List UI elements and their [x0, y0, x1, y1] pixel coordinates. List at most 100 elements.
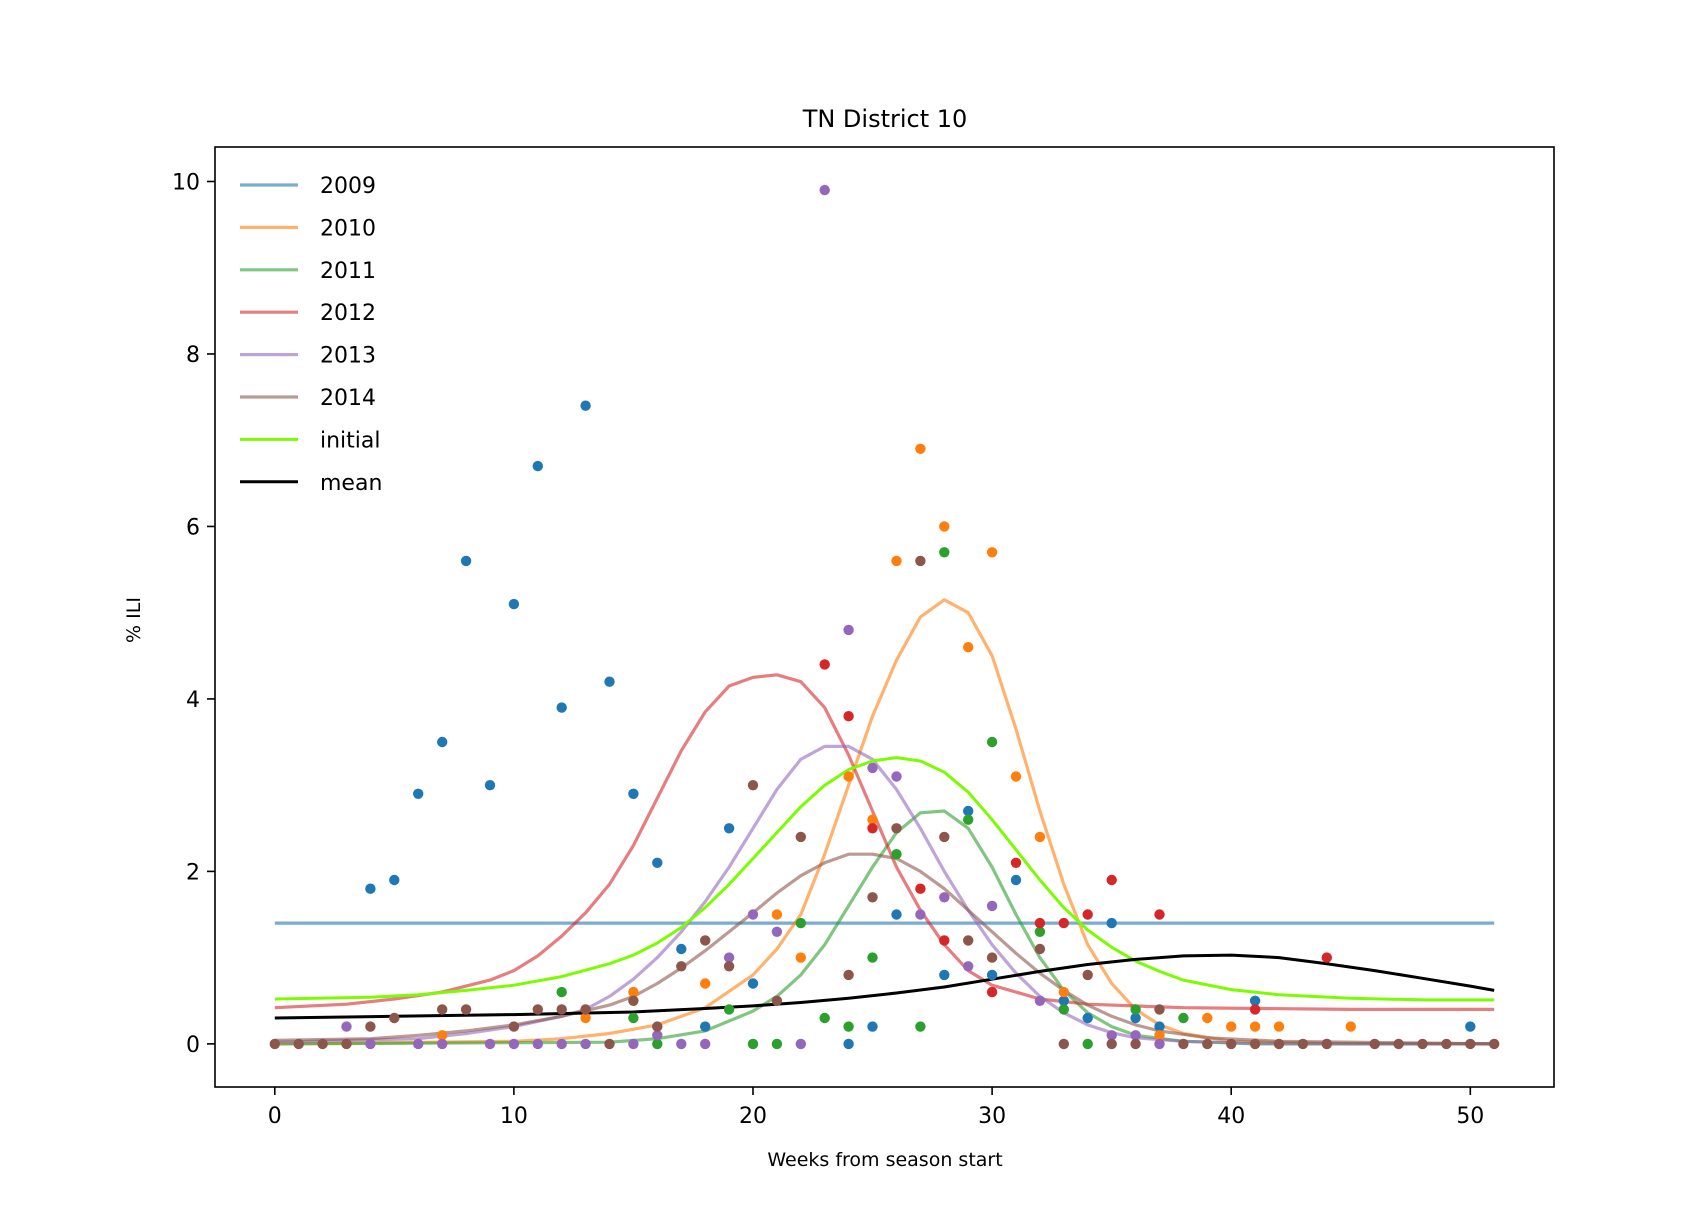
data-point-2009-1	[389, 874, 400, 886]
data-point-2014-19	[771, 995, 783, 1006]
data-point-2009-16	[747, 978, 759, 989]
data-point-2009-7	[532, 460, 543, 472]
data-point-2013-7	[556, 1038, 567, 1050]
data-point-2009-25	[1082, 1012, 1093, 1024]
data-point-2009-20	[939, 969, 950, 981]
data-point-2014-43	[1417, 1038, 1428, 1050]
data-point-2011-12	[939, 547, 950, 558]
plot-area	[269, 184, 1500, 1050]
data-point-2010-13	[1010, 771, 1022, 782]
data-point-2010-19	[1249, 1021, 1261, 1032]
data-point-2013-28	[1154, 1038, 1165, 1050]
data-point-2013-5	[508, 1038, 520, 1050]
data-point-2014-29	[1058, 1038, 1070, 1050]
data-point-2012-2	[867, 823, 878, 834]
data-point-2009-5	[484, 780, 496, 791]
data-point-2010-9	[915, 443, 926, 454]
data-point-2013-11	[676, 1038, 687, 1050]
y-tick-label-2: 2	[186, 860, 200, 885]
data-point-2014-25	[939, 831, 950, 843]
data-point-2010-3	[700, 978, 711, 989]
data-point-2012-5	[986, 986, 998, 998]
data-point-2014-27	[986, 952, 998, 963]
data-point-2011-1	[628, 1012, 639, 1024]
data-point-2012-12	[1249, 1004, 1261, 1015]
data-point-2014-18	[747, 780, 759, 791]
data-point-2009-9	[580, 400, 591, 411]
data-point-2013-1	[365, 1038, 376, 1050]
data-point-2010-18	[1226, 1021, 1237, 1032]
data-point-2009-4	[460, 555, 472, 567]
data-point-2014-0	[269, 1038, 280, 1050]
data-point-2011-18	[1130, 1004, 1141, 1015]
data-point-2014-2	[317, 1038, 328, 1050]
data-point-2014-24	[915, 555, 926, 567]
data-point-2011-10	[891, 849, 902, 860]
data-point-2014-37	[1249, 1038, 1261, 1050]
data-point-2014-22	[867, 892, 878, 903]
data-point-2014-13	[628, 995, 639, 1006]
data-point-2013-18	[843, 624, 854, 636]
data-point-2009-0	[365, 883, 376, 894]
data-point-2010-16	[1154, 1030, 1165, 1041]
data-point-2014-38	[1273, 1038, 1285, 1050]
data-point-2009-29	[1249, 995, 1261, 1006]
data-point-2013-17	[819, 184, 830, 196]
data-point-2014-12	[604, 1038, 615, 1050]
data-point-2010-6	[843, 771, 854, 782]
data-point-2009-24	[1058, 995, 1070, 1006]
data-point-2011-11	[915, 1021, 926, 1032]
data-point-2014-42	[1393, 1038, 1404, 1050]
data-point-2014-41	[1369, 1038, 1380, 1050]
data-point-2009-11	[628, 788, 639, 799]
data-point-2011-6	[795, 917, 806, 929]
legend-label-mean: mean	[320, 471, 382, 496]
data-point-2014-4	[365, 1021, 376, 1032]
data-point-2013-10	[652, 1030, 663, 1041]
data-point-2014-30	[1082, 969, 1093, 981]
data-point-2012-10	[1106, 874, 1117, 886]
data-point-2014-16	[700, 935, 711, 946]
data-point-2011-17	[1082, 1038, 1093, 1050]
data-point-2010-1	[580, 1012, 591, 1024]
data-point-2009-19	[891, 909, 902, 920]
y-axis-label: % ILI	[123, 597, 145, 643]
y-tick-label-8: 8	[186, 343, 200, 368]
data-point-2009-27	[1130, 1012, 1141, 1024]
data-point-2014-35	[1202, 1038, 1213, 1050]
data-point-2009-23	[1010, 874, 1022, 886]
data-point-2013-2	[413, 1038, 424, 1050]
data-point-2013-0	[341, 1021, 352, 1032]
data-point-2012-8	[1058, 917, 1070, 929]
series-line-2012	[274, 673, 1495, 1012]
series-line-initial	[274, 756, 1495, 1002]
data-point-2010-10	[939, 521, 950, 532]
data-point-2014-7	[460, 1004, 472, 1015]
data-point-2011-4	[747, 1038, 759, 1050]
data-point-2010-11	[963, 642, 974, 653]
data-point-2011-14	[986, 736, 998, 748]
data-point-2009-14	[700, 1021, 711, 1032]
data-point-2014-14	[652, 1021, 663, 1032]
data-point-2009-10	[604, 676, 615, 687]
data-point-2009-13	[676, 943, 687, 955]
series-line-2011	[274, 809, 1495, 1046]
legend-label-2014: 2014	[320, 386, 376, 411]
data-point-2013-16	[795, 1038, 806, 1050]
data-point-2012-4	[939, 935, 950, 946]
data-point-2011-9	[867, 952, 878, 963]
data-point-2010-8	[891, 555, 902, 567]
data-point-2014-28	[1034, 943, 1046, 955]
data-point-2009-6	[508, 598, 520, 610]
data-point-2010-7	[867, 814, 878, 825]
x-tick-label-10: 10	[500, 1104, 528, 1129]
x-tick-label-40: 40	[1217, 1104, 1245, 1129]
data-point-2014-11	[580, 1004, 591, 1015]
data-point-2014-1	[293, 1038, 304, 1050]
data-point-2009-26	[1106, 917, 1117, 929]
data-point-2011-16	[1058, 1004, 1070, 1015]
data-point-2012-11	[1154, 909, 1165, 920]
data-point-2013-27	[1130, 1030, 1141, 1041]
data-point-2012-1	[843, 711, 854, 722]
